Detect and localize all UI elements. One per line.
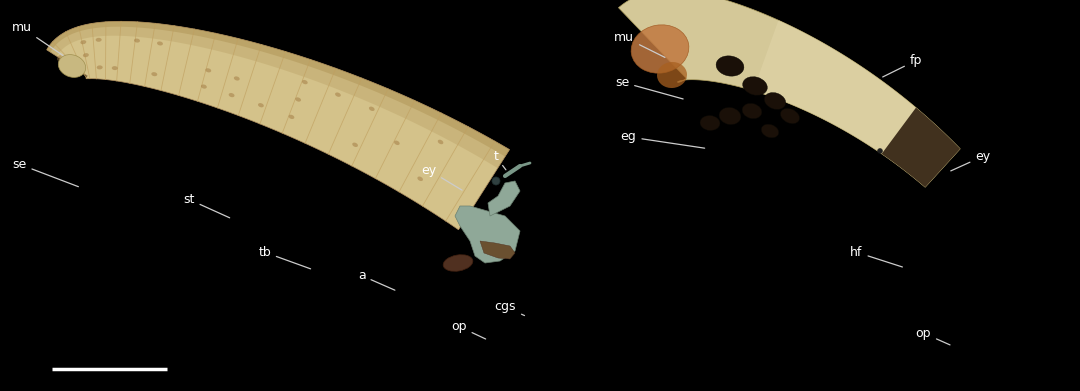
Ellipse shape [151,72,158,76]
Ellipse shape [67,62,71,67]
Ellipse shape [437,140,444,144]
Ellipse shape [443,255,473,271]
Polygon shape [753,20,960,187]
Polygon shape [480,241,515,259]
Text: t: t [494,150,505,170]
Ellipse shape [229,93,234,97]
Ellipse shape [134,39,140,43]
Text: fp: fp [882,54,922,77]
Ellipse shape [352,143,357,147]
Polygon shape [46,22,510,230]
Ellipse shape [295,97,301,102]
Ellipse shape [57,55,62,61]
Ellipse shape [417,176,423,181]
Text: st: st [184,193,230,218]
Ellipse shape [96,38,102,42]
Ellipse shape [743,77,767,95]
Text: ey: ey [421,163,462,190]
Ellipse shape [201,84,206,89]
Ellipse shape [492,177,500,185]
Polygon shape [881,108,960,187]
Ellipse shape [877,149,882,154]
Text: op: op [451,320,486,339]
Text: ey: ey [950,150,990,171]
Ellipse shape [765,93,785,109]
Ellipse shape [80,40,86,44]
Ellipse shape [83,53,89,57]
Ellipse shape [394,141,400,145]
Text: mu: mu [615,30,665,57]
Text: hf: hf [850,246,903,267]
Ellipse shape [97,65,103,70]
Ellipse shape [205,68,212,72]
Ellipse shape [631,25,689,73]
Text: cgs: cgs [495,300,525,316]
Ellipse shape [761,124,779,138]
Text: op: op [916,326,950,345]
Ellipse shape [79,68,84,72]
Ellipse shape [719,108,741,125]
Ellipse shape [58,55,85,77]
Polygon shape [488,181,519,216]
Text: eg: eg [621,130,704,148]
Text: se: se [615,75,684,99]
Ellipse shape [700,115,720,131]
Text: a: a [357,269,395,290]
Polygon shape [46,22,510,156]
Polygon shape [46,22,510,168]
Text: tb: tb [258,246,311,269]
Ellipse shape [234,76,240,81]
Ellipse shape [742,103,761,119]
Ellipse shape [288,115,295,119]
Polygon shape [619,0,960,187]
Text: se: se [12,158,79,187]
Ellipse shape [781,108,799,124]
Ellipse shape [258,103,264,108]
Text: mu: mu [12,21,71,61]
Ellipse shape [157,41,163,45]
Ellipse shape [111,66,118,70]
Ellipse shape [716,56,744,76]
Ellipse shape [657,62,687,88]
Ellipse shape [369,107,375,111]
Polygon shape [455,206,519,263]
Ellipse shape [335,92,341,97]
Ellipse shape [302,80,308,84]
